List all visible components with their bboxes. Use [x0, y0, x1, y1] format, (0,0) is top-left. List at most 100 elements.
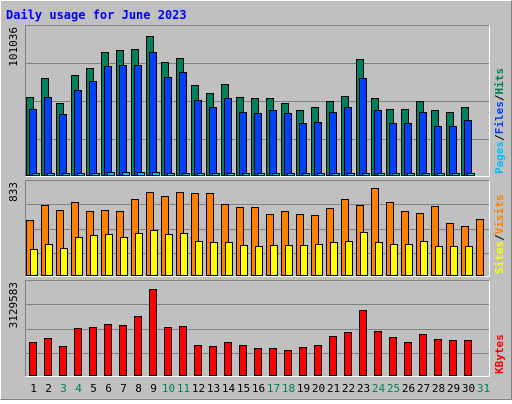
x-tick-label-day-23: 23	[357, 382, 370, 395]
bar-kbytes-day-14	[224, 342, 232, 376]
bar-files-day-2	[44, 97, 52, 176]
bar-files-day-5	[89, 81, 97, 176]
bar-sites-day-27	[420, 241, 428, 276]
x-tick-label-day-6: 6	[105, 382, 112, 395]
bar-sites-day-21	[330, 242, 338, 276]
bar-pages-day-20	[317, 173, 325, 176]
bar-files-day-12	[194, 100, 202, 176]
bar-kbytes-day-23	[359, 310, 367, 376]
bar-kbytes-day-7	[119, 325, 127, 376]
bar-sites-day-6	[105, 234, 113, 276]
bar-pages-day-15	[242, 173, 250, 176]
bar-sites-day-20	[315, 244, 323, 276]
bar-kbytes-day-10	[164, 327, 172, 376]
panel-visits-sites: 833 Sites/Visits	[7, 180, 506, 277]
panel-kbytes: 3129583 KBytes	[7, 280, 506, 377]
x-tick-label-day-26: 26	[402, 382, 415, 395]
x-tick-label-day-30: 30	[462, 382, 475, 395]
bar-kbytes-day-9	[149, 289, 157, 376]
bar-kbytes-day-28	[434, 339, 442, 376]
bar-pages-day-16	[257, 173, 265, 176]
bar-files-day-22	[344, 107, 352, 176]
x-tick-label-day-12: 12	[192, 382, 205, 395]
x-axis-day-labels: 1 2 3 4 5 6 7 8 9 10 11 12 13 14 15 16 17 18 19 20 21 22 23 24 2…	[30, 382, 490, 395]
bar-pages-day-2	[47, 173, 55, 176]
bar-files-day-28	[434, 126, 442, 176]
bar-pages-day-23	[362, 173, 370, 176]
x-tick-label-day-8: 8	[135, 382, 142, 395]
bar-files-day-27	[419, 112, 427, 176]
bar-files-day-4	[74, 90, 82, 176]
bar-pages-day-11	[182, 173, 190, 176]
bar-pages-day-7	[122, 172, 130, 176]
bar-sites-day-3	[60, 248, 68, 276]
x-tick-label-day-7: 7	[120, 382, 127, 395]
bar-kbytes-day-17	[269, 348, 277, 376]
bar-pages-day-22	[347, 173, 355, 176]
bar-sites-day-10	[165, 234, 173, 276]
bar-pages-day-19	[302, 173, 310, 176]
bar-files-day-20	[314, 122, 322, 176]
bar-sites-day-13	[210, 242, 218, 276]
legend-visits: Visits	[493, 195, 506, 235]
x-tick-label-day-2: 2	[45, 382, 52, 395]
x-tick-label-day-9: 9	[150, 382, 157, 395]
bar-sites-day-25	[390, 244, 398, 276]
bar-pages-day-10	[167, 173, 175, 176]
bar-kbytes-day-30	[464, 340, 472, 376]
bar-files-day-11	[179, 72, 187, 176]
bar-kbytes-day-18	[284, 350, 292, 376]
bar-pages-day-9	[152, 172, 160, 176]
bar-kbytes-day-6	[104, 324, 112, 376]
bar-files-day-23	[359, 78, 367, 176]
legend-kbytes: KBytes	[493, 334, 506, 374]
bar-pages-day-26	[407, 173, 415, 176]
legend-separator: /	[493, 234, 506, 241]
bar-pages-day-27	[422, 173, 430, 176]
x-tick-label-day-21: 21	[327, 382, 340, 395]
bar-pages-day-25	[392, 173, 400, 176]
bar-sites-day-18	[285, 245, 293, 276]
bar-sites-day-16	[255, 246, 263, 276]
x-tick-label-day-24: 24	[372, 382, 386, 395]
bar-files-day-18	[284, 113, 292, 176]
x-tick-label-day-22: 22	[342, 382, 355, 395]
bar-sites-day-8	[135, 233, 143, 276]
bar-sites-day-7	[120, 237, 128, 276]
bar-files-day-8	[134, 65, 142, 176]
x-tick-label-day-1: 1	[30, 382, 37, 395]
bar-files-day-1	[29, 109, 37, 176]
bar-kbytes-day-2	[44, 338, 52, 376]
bar-pages-day-5	[92, 173, 100, 176]
legend-files: Files	[493, 101, 506, 134]
bar-pages-day-29	[452, 173, 460, 176]
chart-panels: 101036Pages/Files/Hits833Sites/Visits312…	[7, 25, 506, 377]
bar-sites-day-5	[90, 235, 98, 276]
bar-sites-day-28	[435, 246, 443, 276]
bar-sites-day-17	[270, 245, 278, 276]
x-tick-label-day-5: 5	[90, 382, 97, 395]
legend-kbytes: KBytes	[493, 334, 506, 374]
bar-sites-day-9	[150, 230, 158, 276]
bar-sites-day-14	[225, 242, 233, 276]
bar-kbytes-day-25	[389, 337, 397, 376]
bar-kbytes-day-8	[134, 316, 142, 376]
bar-files-day-15	[239, 112, 247, 176]
x-tick-label-day-17: 17	[267, 382, 280, 395]
x-tick-label-day-31: 31	[477, 382, 490, 395]
bar-files-day-3	[59, 114, 67, 176]
bar-kbytes-day-16	[254, 348, 262, 376]
bar-sites-day-1	[30, 249, 38, 276]
legend-separator: /	[493, 94, 506, 101]
bar-kbytes-day-5	[89, 327, 97, 376]
bar-sites-day-15	[240, 245, 248, 276]
bar-files-day-13	[209, 107, 217, 176]
chart-title: Daily usage for June 2023	[6, 8, 187, 22]
y-max-label: 3129583	[7, 282, 20, 328]
bar-sites-day-26	[405, 244, 413, 276]
bar-pages-day-17	[272, 173, 280, 176]
bar-kbytes-day-22	[344, 332, 352, 376]
